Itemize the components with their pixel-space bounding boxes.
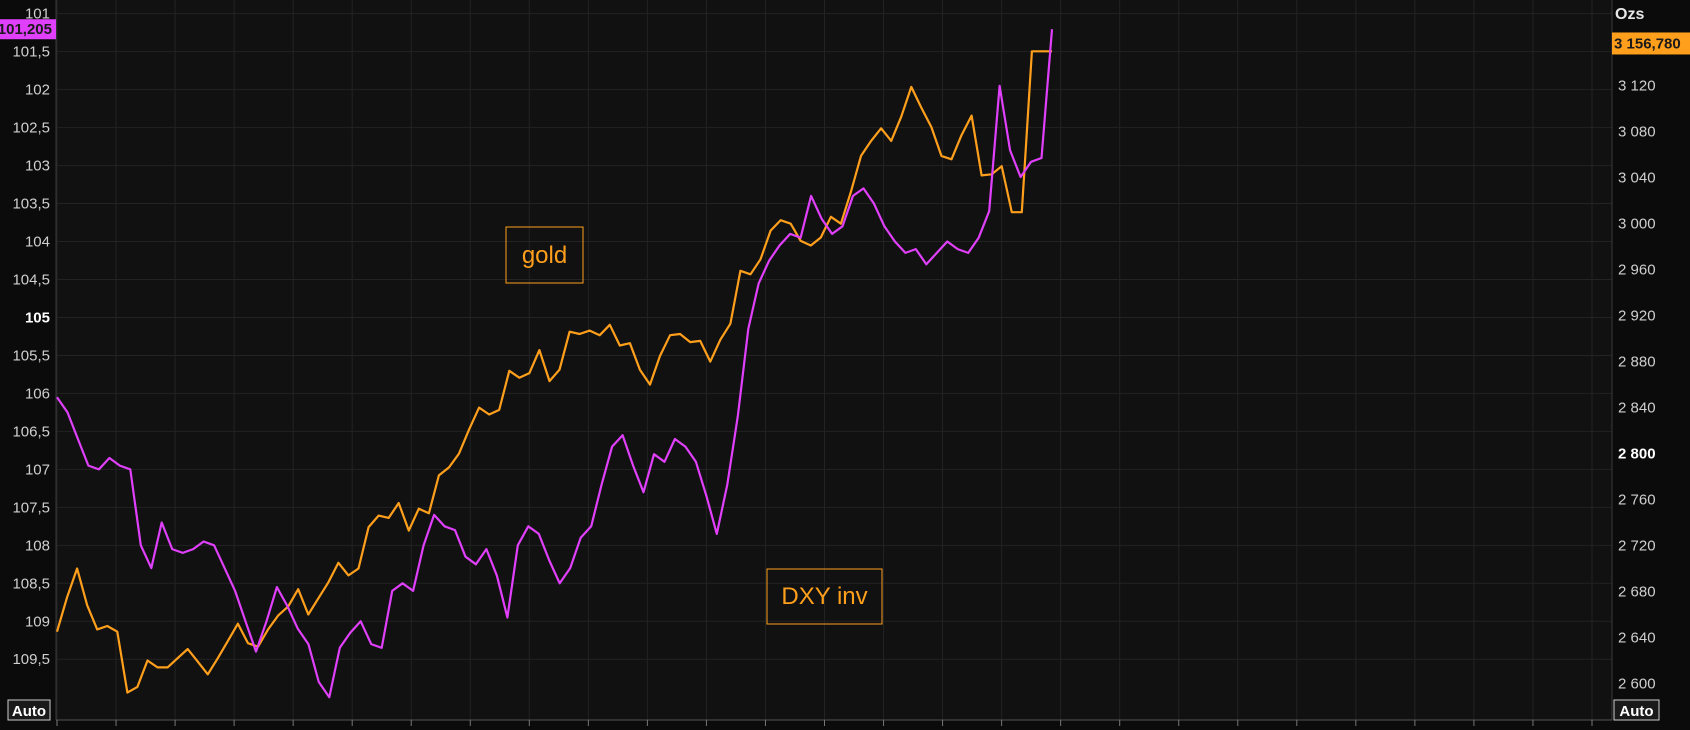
right-axis-tick-label: 2 840 [1618,400,1656,417]
left-axis-tick-label: 103,5 [12,196,50,213]
left-axis-tick-label: 109 [25,613,50,630]
left-axis-tick-label: 105,5 [12,347,50,364]
gold-annotation-box [505,226,584,284]
series-layer [55,29,1054,699]
right-axis-tick-label: 3 080 [1618,124,1656,141]
dxy-annotation-text: DXY inv [781,583,867,610]
left-axis-tick-label: 108 [25,537,50,554]
left-axis-tick-label: 109,5 [12,651,50,668]
dxy-annotation: DXY inv [766,568,883,625]
plot-area [56,0,1612,720]
x-axis-ticks [56,720,1593,726]
left-last-value-tag-background [0,19,56,40]
units-label: Ozs [1615,6,1644,23]
grid [56,0,1612,720]
dxy-inverted-line [56,29,1054,699]
right-auto-button[interactable]: Auto [1613,699,1660,721]
right-axis-tick-label: 3 040 [1618,170,1656,187]
right-axis-tick-label: 2 800 [1618,446,1656,463]
left-axis-tick-label: 102 [25,82,50,99]
dxy-annotation-box [766,568,883,625]
left-axis-tick-label: 106,5 [12,423,50,440]
right-last-value-tag-background [1612,32,1690,55]
right-last-value-tag: 3 156,780 [1612,32,1690,55]
left-axis-tick-label: 101,5 [12,44,50,61]
right-axis-tick-label: 2 640 [1618,629,1656,646]
right-axis-tick-label: 2 880 [1618,354,1656,371]
left-axis-tick-label: 102,5 [12,120,50,137]
left-axis-ticks: 101 101,5 102 102,5 103 103,5 104 104,5 105 105,5… [12,6,50,669]
right-axis-ticks: 3 120 3 080 3 040 3 000 2 960 2 920 2 880 2 840… [1618,78,1656,693]
left-last-value-label: 101,205 [0,21,52,38]
left-axis-tick-label: 101 [25,6,50,23]
left-auto-button[interactable]: Auto [7,699,51,721]
right-axis-tick-label: 2 760 [1618,492,1656,509]
gold-line [55,50,1052,694]
right-auto-button-label[interactable]: Auto [1619,703,1653,720]
right-axis-tick-label: 2 680 [1618,583,1656,600]
right-axis-tick-label: 2 600 [1618,675,1656,692]
right-axis-tick-label: 2 960 [1618,262,1656,279]
left-last-value-tag: 101,205 [0,19,56,40]
right-auto-button-frame[interactable] [1613,699,1660,721]
gold-annotation-text: gold [522,242,567,269]
right-axis-tick-label: 3 000 [1618,216,1656,233]
right-axis-tick-label: 3 120 [1618,78,1656,95]
left-axis-tick-label: 106 [25,385,50,402]
right-axis-tick-label: 2 920 [1618,308,1656,325]
left-auto-button-label[interactable]: Auto [12,703,46,720]
left-axis-tick-label: 104 [25,234,50,251]
left-auto-button-frame[interactable] [7,699,51,721]
left-axis-tick-label: 103 [25,158,50,175]
right-axis-tick-label: 2 720 [1618,538,1656,555]
right-last-value-label: 3 156,780 [1614,35,1681,52]
left-axis-tick-label: 107,5 [12,499,50,516]
left-axis-tick-label: 107 [25,461,50,478]
left-axis-tick-label: 108,5 [12,575,50,592]
gold-annotation: gold [505,226,584,284]
left-axis-tick-label: 104,5 [12,271,50,288]
left-axis-tick-label: 105 [25,309,50,326]
